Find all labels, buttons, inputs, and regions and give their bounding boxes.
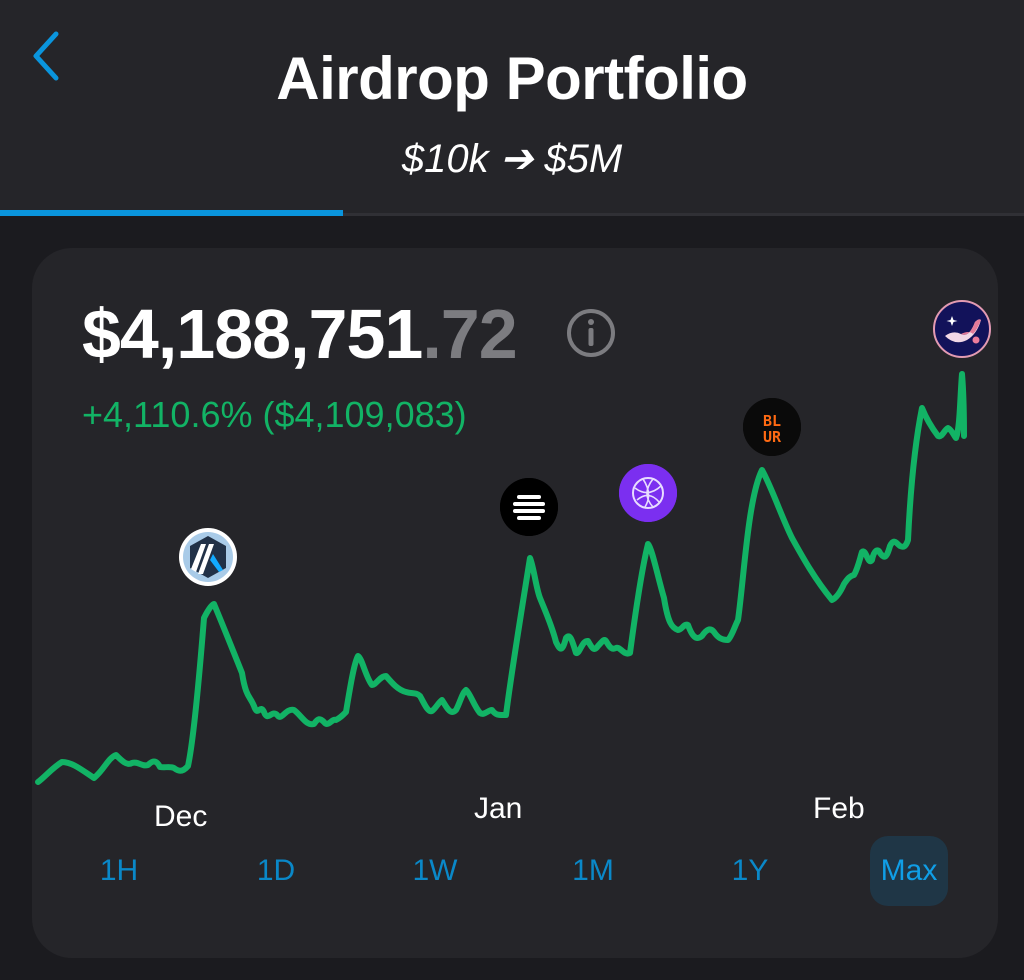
token-marker-purple-globe[interactable] <box>619 464 677 522</box>
token-marker-arbitrum[interactable] <box>179 528 237 586</box>
purple-globe-logo-icon <box>619 464 677 522</box>
x-label-dec: Dec <box>154 800 208 833</box>
header: Airdrop Portfolio $10k ➔ $5M <box>0 0 1024 216</box>
page-title: Airdrop Portfolio <box>276 45 748 112</box>
starknet-logo-icon <box>933 300 991 358</box>
token-marker-blur[interactable]: BL UR <box>743 398 801 456</box>
range-1h-button[interactable]: 1H <box>99 854 139 887</box>
portfolio-value: $4,188,751.72 <box>82 294 518 374</box>
portfolio-line-chart[interactable] <box>32 248 998 848</box>
svg-text:UR: UR <box>763 428 782 446</box>
chart-line <box>35 371 967 785</box>
token-marker-aptos[interactable] <box>500 478 558 536</box>
back-button[interactable] <box>26 28 70 84</box>
range-1w-button[interactable]: 1W <box>412 854 458 887</box>
range-1m-button[interactable]: 1M <box>572 854 614 887</box>
x-label-jan: Jan <box>474 792 523 825</box>
svg-text:BL: BL <box>763 412 781 430</box>
token-marker-starknet[interactable] <box>933 300 991 358</box>
portfolio-card: $4,188,751.72 +4,110.6% ($4,109,083) <box>32 248 998 958</box>
info-button[interactable] <box>565 307 617 359</box>
arbitrum-logo-icon <box>181 530 235 584</box>
range-1d-button[interactable]: 1D <box>256 854 296 887</box>
chevron-left-icon <box>33 31 59 81</box>
aptos-logo-icon <box>500 478 558 536</box>
info-circle-icon <box>567 309 615 357</box>
x-label-feb: Feb <box>813 792 865 825</box>
portfolio-change: +4,110.6% ($4,109,083) <box>82 394 467 435</box>
portfolio-value-cents: .72 <box>422 295 517 373</box>
time-range-selector: 1H 1D 1W 1M 1Y Max <box>32 836 998 908</box>
progress-indicator <box>0 210 343 216</box>
range-1y-button[interactable]: 1Y <box>731 854 769 887</box>
page-subtitle: $10k ➔ $5M <box>401 137 623 181</box>
range-max-button[interactable]: Max <box>870 836 948 906</box>
portfolio-value-main: $4,188,751 <box>82 295 423 373</box>
blur-logo-icon: BL UR <box>743 398 801 456</box>
progress-track <box>0 213 1024 216</box>
